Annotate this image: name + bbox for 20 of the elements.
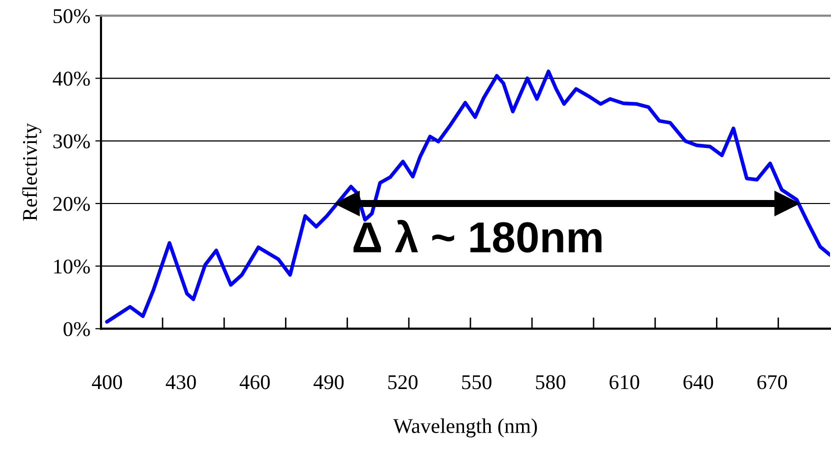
x-tick-label: 610 bbox=[610, 375, 640, 390]
y-tick-label: 50% bbox=[54, 9, 90, 24]
y-tick-label: 10% bbox=[54, 259, 90, 274]
line-series bbox=[105, 70, 830, 324]
annotation: Δ λ ~ 180nm bbox=[354, 220, 602, 253]
x-tick-label: 490 bbox=[314, 375, 344, 390]
y-tick-label: 30% bbox=[53, 134, 90, 148]
y-tick-label: 0% bbox=[64, 322, 90, 336]
x-tick-label: 670 bbox=[757, 375, 787, 390]
x-tick-label: 400 bbox=[92, 375, 122, 390]
x-tick-label: 520 bbox=[388, 375, 418, 390]
y-axis-title: Reflectivity bbox=[22, 123, 42, 221]
x-tick-label: 430 bbox=[166, 375, 196, 390]
x-tick-label: 550 bbox=[462, 375, 492, 390]
x-tick-label: 580 bbox=[536, 375, 566, 390]
x-tick-label: 460 bbox=[240, 375, 270, 390]
x-tick-label: 640 bbox=[684, 375, 714, 390]
x-axis-title: Wavelength (nm) bbox=[393, 418, 537, 438]
y-tick-label: 20% bbox=[53, 196, 90, 211]
y-tick-label: 40% bbox=[52, 72, 90, 86]
